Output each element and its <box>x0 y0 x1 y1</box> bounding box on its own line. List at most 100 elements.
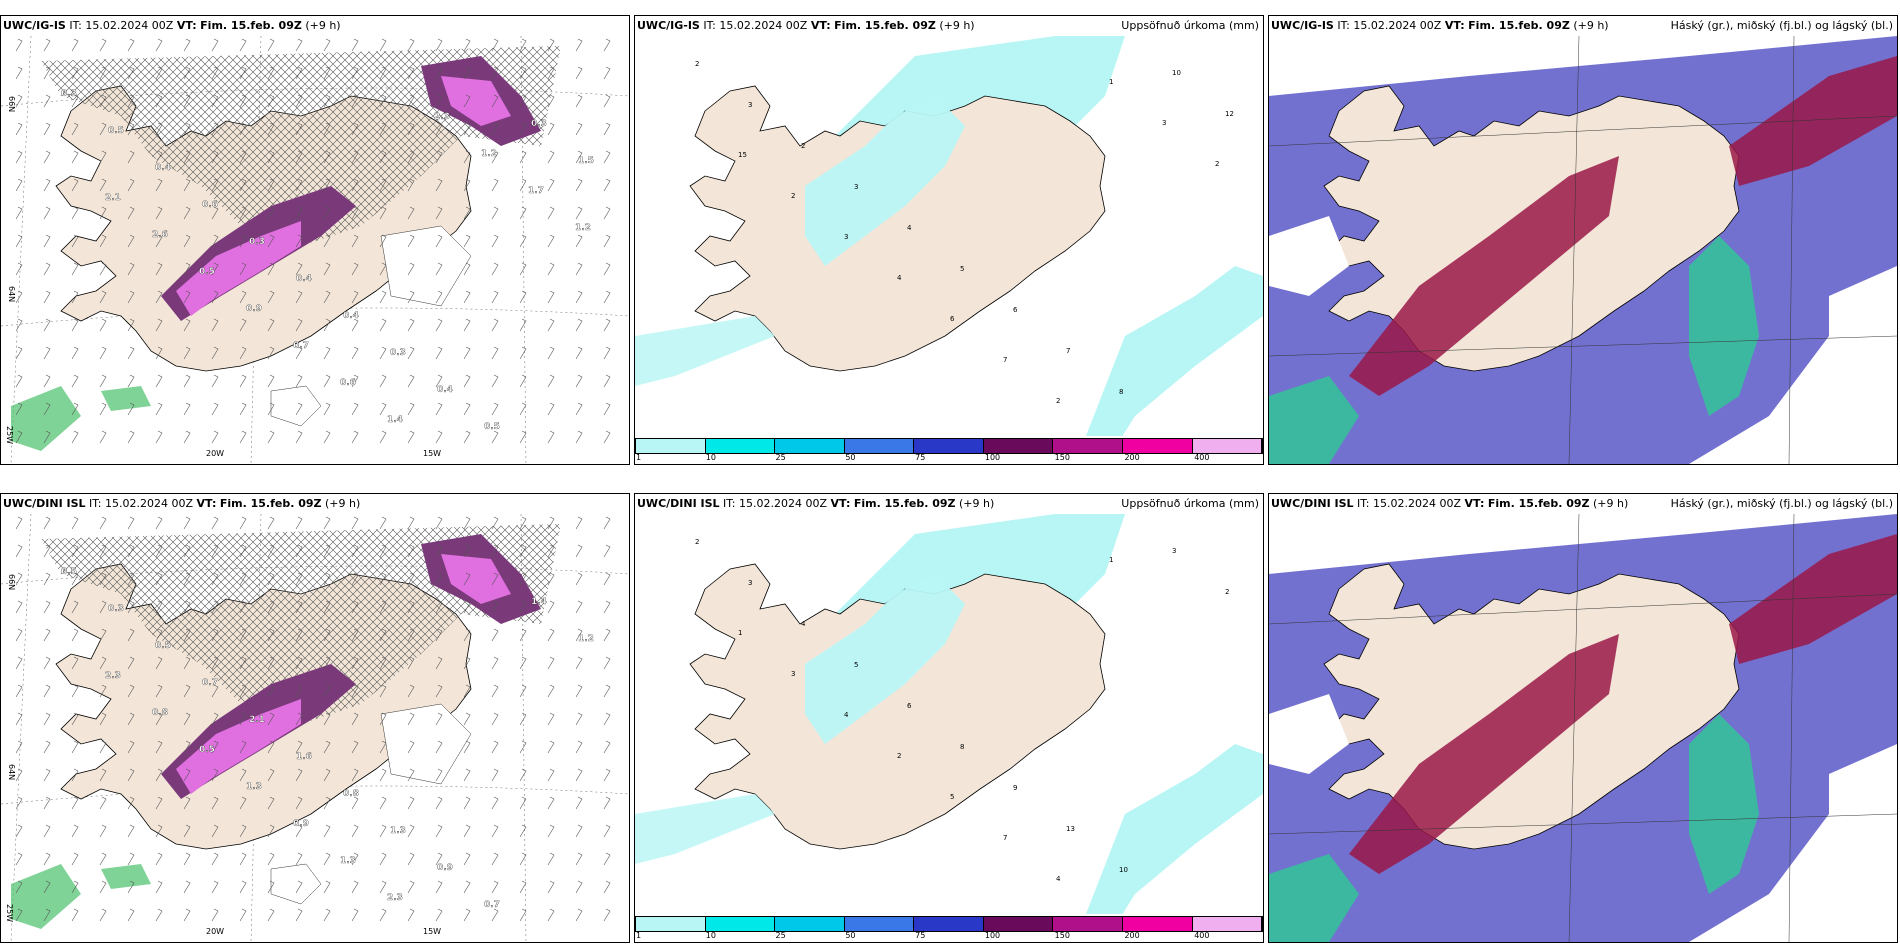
axis-label: 25W <box>5 426 14 444</box>
precip-value-label: 0.3 <box>390 348 406 358</box>
accum-value-label: 6 <box>907 702 912 710</box>
rain-green <box>11 864 151 929</box>
axis-label: 20W <box>206 449 224 458</box>
map-canvas <box>1269 36 1897 464</box>
field-title: Uppsöfnuð úrkoma (mm) <box>1121 19 1259 32</box>
accum-value-label: 1 <box>1109 556 1113 564</box>
colorbar-label: 50 <box>845 931 856 940</box>
lead-time: (+9 h) <box>1593 497 1629 510</box>
accum-value-label: 3 <box>854 183 858 191</box>
precip-value-label: 0.8 <box>343 789 359 799</box>
accum-value-label: 6 <box>950 315 955 323</box>
lead-time: (+9 h) <box>939 19 975 32</box>
axis-label: 66N <box>7 574 16 590</box>
accum-value-label: 2 <box>897 752 901 760</box>
axis-label: 66N <box>7 96 16 112</box>
accum-value-label: 2 <box>695 60 699 68</box>
model-title: UWC/DINI ISL <box>637 497 720 510</box>
vt-value: Fim. 15.feb. 09Z <box>200 19 302 32</box>
map-canvas: 0.5 0.3 0.5 0.7 2.1 1.6 0.8 1.3 0.9 0.7 1.4 1.2 2.3 0… <box>1 514 629 942</box>
accum-value-label: 3 <box>1162 119 1166 127</box>
precip-value-label: 0.4 <box>296 274 312 284</box>
precip-value-label: 0.9 <box>246 304 262 314</box>
accum-value-label: 4 <box>844 711 849 719</box>
accum-value-label: 2 <box>1056 397 1060 405</box>
accum-value-label: 3 <box>1172 547 1176 555</box>
precip-value-label: 0.5 <box>484 422 500 432</box>
precip-value-label: 0.3 <box>108 604 124 614</box>
colorbar-cell <box>914 439 984 453</box>
accum-value-label: 4 <box>897 274 902 282</box>
it-label: IT: <box>89 497 102 510</box>
lead-time: (+9 h) <box>959 497 995 510</box>
colorbar-cell <box>1053 439 1123 453</box>
lead-time: (+9 h) <box>305 19 341 32</box>
precip-value-label: 2.6 <box>152 230 168 240</box>
precip-value-label: 2.3 <box>434 112 450 122</box>
accum-value-label: 7 <box>1003 834 1007 842</box>
field-title: Háský (gr.), miðský (fj.bl.) og lágský (… <box>1670 19 1893 32</box>
axis-label: 20W <box>206 927 224 936</box>
colorbar-label: 400 <box>1194 453 1210 462</box>
it-label: IT: <box>1337 19 1350 32</box>
it-value: 15.02.2024 00Z <box>105 497 194 510</box>
accum-value-label: 13 <box>1066 825 1075 833</box>
precip-value-label: 1.6 <box>296 752 312 762</box>
it-value: 15.02.2024 00Z <box>719 19 808 32</box>
precip-value-label: 0.3 <box>249 237 265 247</box>
colorbar: 1 10 25 50 75 100 150 200 400 <box>635 914 1263 942</box>
precip-value-label: 0.5 <box>199 267 215 277</box>
panel-header: UWC/IG-IS IT: 15.02.2024 00Z VT: Fim. 15… <box>1 16 629 36</box>
vt-label: VT: <box>810 19 831 32</box>
precip-value-label: 2.1 <box>249 715 265 725</box>
colorbar-cell <box>983 917 1054 931</box>
land-fill <box>689 85 1106 372</box>
colorbar-cell <box>705 439 776 453</box>
accum-value-label: 5 <box>950 793 954 801</box>
accum-value-label: 3 <box>844 233 848 241</box>
precip-value-label: 2.3 <box>387 893 403 903</box>
accum-value-label: 3 <box>748 579 752 587</box>
colorbar: 1 10 25 50 75 100 150 200 400 <box>635 436 1263 464</box>
colorbar-cell <box>636 439 706 453</box>
accum-value-label: 3 <box>791 670 795 678</box>
colorbar-cell <box>1053 917 1123 931</box>
precip-value-label: 2.1 <box>105 193 121 203</box>
map-panel-1: UWC/IG-IS IT: 15.02.2024 00Z VT: Fim. 15… <box>0 15 630 465</box>
precip-value-label: 2.3 <box>105 671 121 681</box>
colorbar-label: 75 <box>915 931 926 940</box>
colorbar-label: 200 <box>1124 931 1140 940</box>
panel-header: UWC/DINI ISL IT: 15.02.2024 00Z VT: Fim.… <box>1269 494 1897 514</box>
it-value: 15.02.2024 00Z <box>1353 19 1442 32</box>
it-value: 15.02.2024 00Z <box>1373 497 1462 510</box>
colorbar-cell <box>705 917 776 931</box>
map-panel-5: UWC/DINI ISL IT: 15.02.2024 00Z VT: Fim.… <box>634 493 1264 943</box>
panel-header: UWC/DINI ISL IT: 15.02.2024 00Z VT: Fim.… <box>1 494 629 514</box>
vt-value: Fim. 15.feb. 09Z <box>1487 497 1590 510</box>
accum-value-label: 9 <box>1013 784 1017 792</box>
accum-value-label: 1 <box>738 629 742 637</box>
colorbar-cell <box>914 917 984 931</box>
colorbar-cell <box>1122 439 1193 453</box>
colorbar-label: 100 <box>984 931 1001 940</box>
colorbar-label: 150 <box>1054 453 1070 462</box>
field-title: Háský (gr.), miðský (fj.bl.) og lágský (… <box>1670 497 1893 510</box>
precip-value-label: 0.6 <box>340 378 356 388</box>
accum-value-label: 4 <box>801 620 806 628</box>
colorbar-cell <box>844 917 915 931</box>
accum-value-label: 15 <box>738 151 747 159</box>
precip-value-label: 0.7 <box>202 678 218 688</box>
it-label: IT: <box>723 497 736 510</box>
precip-value-label: 1.2 <box>578 634 594 644</box>
colorbar-label: 25 <box>775 931 786 940</box>
cloud-mid-area <box>1349 634 1619 874</box>
precip-value-label: 0.4 <box>155 163 171 173</box>
colorbar-label: 75 <box>915 453 926 462</box>
precip-value-label: 0.9 <box>293 819 309 829</box>
accum-value-label: 7 <box>1066 347 1070 355</box>
colorbar-label: 25 <box>775 453 786 462</box>
colorbar-cell <box>1122 917 1193 931</box>
vt-label: VT: <box>176 19 197 32</box>
vt-label: VT: <box>1464 497 1485 510</box>
